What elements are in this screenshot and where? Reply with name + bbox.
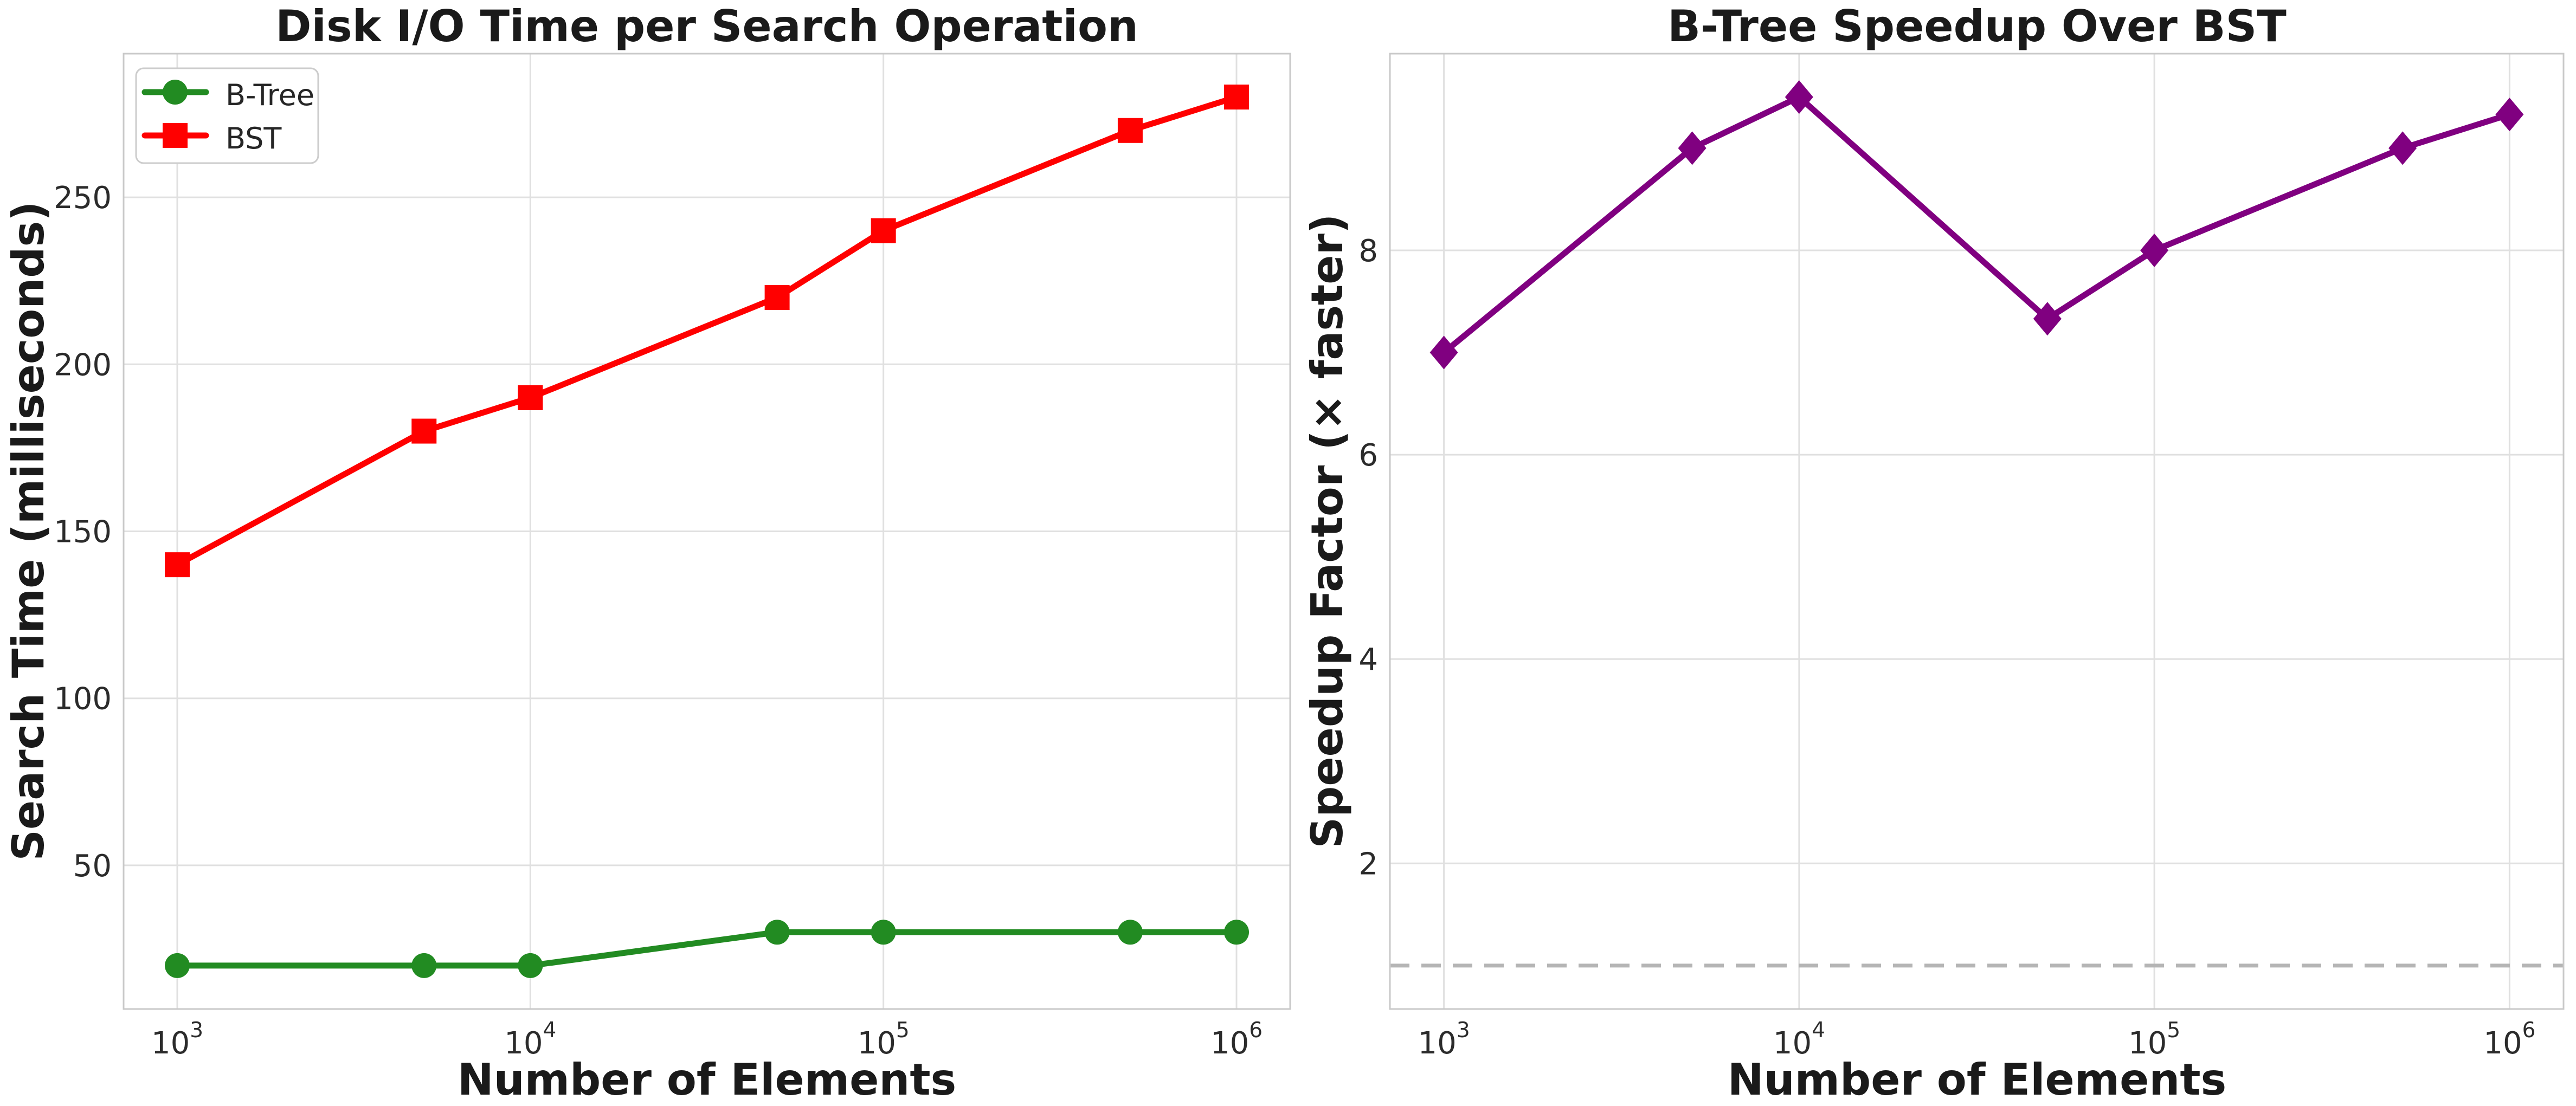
legend-entry-bst: BST — [141, 121, 282, 156]
chart-disk-io-time: 50 100 150 200 250 103 104 105 106 Disk I/O Time… — [3, 1, 1291, 1105]
legend: B-Tree BST — [135, 67, 319, 164]
chart-title: Disk I/O Time per Search Operation — [275, 1, 1138, 51]
series-line — [174, 94, 1240, 568]
y-tick-label: 8 — [1358, 234, 1378, 269]
y-axis-label: Search Time (milliseconds) — [3, 201, 54, 861]
legend-label: B-Tree — [226, 78, 314, 112]
data-point-marker — [163, 123, 188, 148]
series-bst — [165, 85, 1249, 578]
data-point-marker — [165, 552, 190, 578]
data-point-marker — [764, 284, 790, 310]
data-point-marker — [1785, 80, 1813, 114]
x-axis-label: Number of Elements — [1728, 1055, 2226, 1105]
data-point-marker — [163, 80, 188, 105]
y-tick-label: 100 — [54, 682, 112, 717]
data-point-marker — [1429, 335, 1458, 370]
grid-lines — [124, 54, 1290, 1009]
chart-title: B-Tree Speedup Over BST — [1667, 1, 2287, 51]
x-tick-label: 106 — [2483, 1018, 2535, 1061]
x-tick-label: 105 — [858, 1018, 910, 1061]
data-point-marker — [2495, 98, 2524, 132]
x-axis-label: Number of Elements — [458, 1055, 956, 1105]
data-point-marker — [411, 418, 437, 444]
data-point-marker — [165, 953, 190, 978]
data-point-marker — [518, 953, 543, 978]
y-tick-label: 250 — [54, 180, 112, 216]
data-point-marker — [2033, 302, 2062, 336]
tick-labels: 2 4 6 8 103 104 105 106 — [1358, 234, 2535, 1061]
chart-speedup: 2 4 6 8 103 104 105 106 B-Tree Speedup Over BST… — [1302, 1, 2565, 1105]
tick-labels: 50 100 150 200 250 103 104 105 106 — [54, 180, 1263, 1061]
y-tick-label: 150 — [54, 515, 112, 550]
x-tick-label: 104 — [1773, 1018, 1825, 1061]
y-tick-label: 6 — [1358, 438, 1378, 473]
x-tick-label: 103 — [1418, 1018, 1470, 1061]
data-point-marker — [1117, 118, 1143, 143]
data-point-marker — [1678, 131, 1706, 165]
x-tick-label: 103 — [151, 1018, 203, 1061]
data-point-marker — [1223, 920, 1249, 945]
series-line — [174, 929, 1240, 969]
series-b-tree — [165, 920, 1249, 978]
data-point-marker — [2388, 131, 2417, 165]
data-point-marker — [2140, 233, 2169, 267]
y-axis-label: Speedup Factor (× faster) — [1302, 214, 1353, 849]
x-tick-label: 106 — [1210, 1018, 1263, 1061]
series-b-tree-speedup — [1429, 80, 2524, 370]
data-point-marker — [871, 218, 896, 243]
y-tick-label: 50 — [73, 849, 112, 884]
y-tick-label: 2 — [1358, 846, 1378, 882]
data-point-marker — [871, 920, 896, 945]
data-series — [1429, 80, 2524, 370]
data-point-marker — [411, 953, 437, 978]
legend-label: BST — [226, 121, 282, 156]
axes-border — [123, 53, 1291, 1010]
series-line — [1441, 94, 2513, 356]
x-tick-label: 104 — [504, 1018, 556, 1061]
legend-entry-b-tree: B-Tree — [141, 78, 314, 112]
data-series — [165, 85, 1249, 978]
y-tick-label: 4 — [1358, 642, 1378, 677]
y-tick-label: 200 — [54, 347, 112, 383]
x-tick-label: 105 — [2128, 1018, 2180, 1061]
data-point-marker — [518, 385, 543, 410]
data-point-marker — [1223, 85, 1249, 110]
grid-lines — [1390, 54, 2564, 1009]
data-point-marker — [764, 920, 790, 945]
data-point-marker — [1117, 920, 1143, 945]
axes-border — [1389, 53, 2565, 1010]
